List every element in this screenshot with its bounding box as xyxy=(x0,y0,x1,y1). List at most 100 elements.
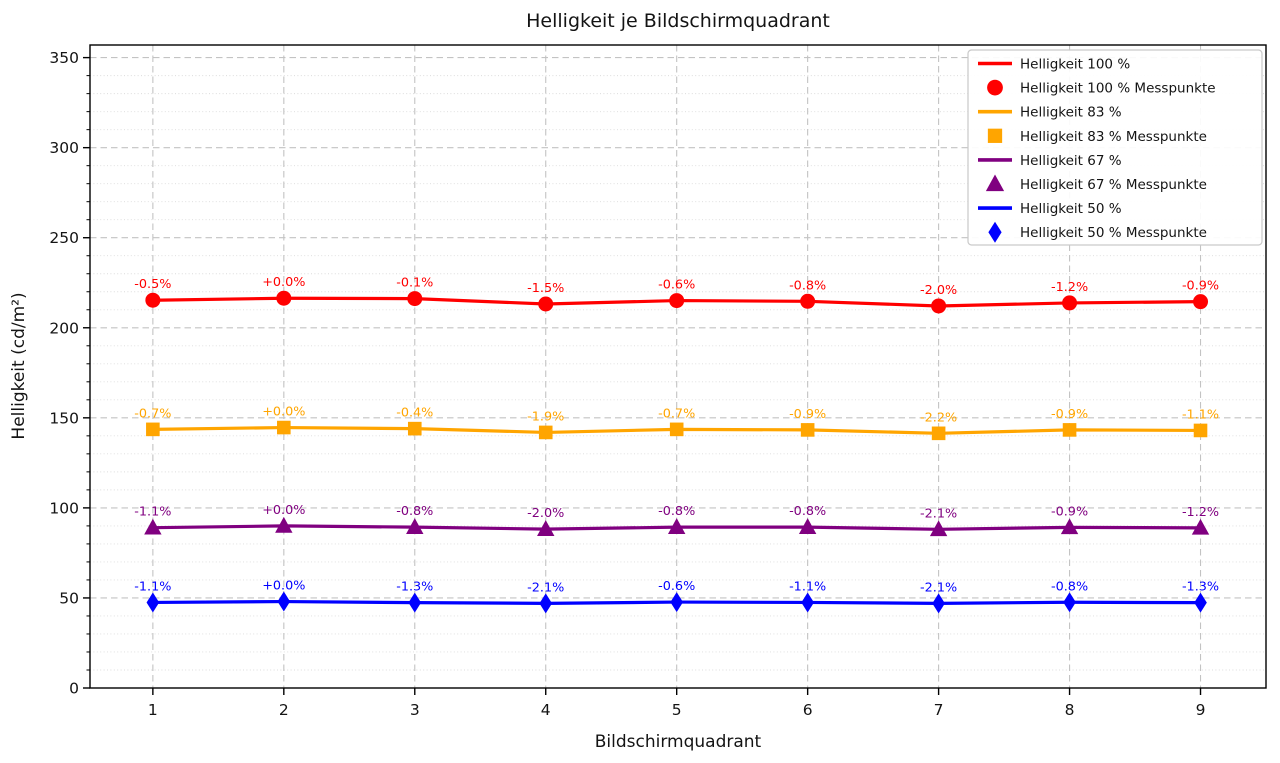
legend-item-label: Helligkeit 50 % xyxy=(1020,201,1122,217)
y-axis-label: Helligkeit (cd/m²) xyxy=(9,292,29,439)
y-tick-label: 100 xyxy=(49,499,79,517)
data-point-label: -0.1% xyxy=(396,276,433,291)
legend-item: Helligkeit 50 % Messpunkte xyxy=(988,221,1207,243)
data-point-marker xyxy=(931,426,946,441)
data-point-label: -2.0% xyxy=(527,506,564,521)
data-point-marker xyxy=(144,518,162,535)
data-point-marker xyxy=(538,425,553,440)
data-point-marker xyxy=(1062,423,1077,437)
data-point-marker xyxy=(798,518,817,534)
x-tick-label: 9 xyxy=(1196,701,1206,719)
data-point-label: -0.8% xyxy=(396,504,433,519)
data-point-label: -0.6% xyxy=(658,278,695,293)
x-tick-label: 7 xyxy=(934,701,944,719)
data-point-label: -1.1% xyxy=(134,505,171,520)
data-point-label: -1.2% xyxy=(1182,505,1219,520)
legend-item: Helligkeit 67 % Messpunkte xyxy=(985,174,1207,193)
legend-marker-swatch xyxy=(985,174,1005,192)
data-point-marker xyxy=(1191,518,1210,535)
data-point-label: +0.0% xyxy=(262,275,305,290)
data-point-label: -1.1% xyxy=(789,579,826,594)
data-point-marker xyxy=(407,291,423,307)
legend-item: Helligkeit 100 % Messpunkte xyxy=(987,79,1216,97)
x-tick-label: 4 xyxy=(541,701,551,719)
data-point-marker xyxy=(408,592,422,613)
legend-item: Helligkeit 83 % Messpunkte xyxy=(987,128,1207,145)
data-point-label: -0.9% xyxy=(1182,279,1219,294)
legend-item: Helligkeit 67 % xyxy=(978,153,1122,169)
x-tick-label: 6 xyxy=(803,701,813,719)
data-point-label: +0.0% xyxy=(262,579,305,594)
ticks-layer: 0 50 100 150 200 250 300 350 1 2 3 4 5 6 7 8 9 xyxy=(49,49,1205,719)
data-point-label: -1.2% xyxy=(1051,280,1088,295)
data-point-label: -1.5% xyxy=(527,281,564,296)
data-point-marker xyxy=(406,518,424,534)
legend-item-label: Helligkeit 67 % Messpunkte xyxy=(1020,177,1207,193)
data-point-label: -0.4% xyxy=(396,406,433,421)
data-point-marker xyxy=(801,592,814,613)
legend-item-label: Helligkeit 50 % Messpunkte xyxy=(1020,225,1207,241)
data-point-marker xyxy=(407,421,422,436)
data-point-label: -0.8% xyxy=(658,504,695,519)
y-tick-label: 200 xyxy=(49,319,79,337)
data-point-label: +0.0% xyxy=(262,503,305,518)
data-point-marker xyxy=(1193,294,1209,310)
data-point-label: -0.8% xyxy=(789,504,826,519)
data-point-marker xyxy=(538,296,554,312)
data-point-marker xyxy=(277,591,291,612)
x-tick-label: 3 xyxy=(410,701,420,719)
data-point-marker xyxy=(670,592,683,613)
data-point-marker xyxy=(800,423,815,437)
data-point-label: -1.1% xyxy=(134,579,171,594)
x-tick-label: 8 xyxy=(1065,701,1075,719)
y-tick-label: 50 xyxy=(59,589,79,607)
data-point-marker xyxy=(1194,592,1207,613)
data-point-marker xyxy=(1063,592,1076,613)
data-point-marker xyxy=(146,592,160,613)
data-point-label: -1.1% xyxy=(1182,407,1219,422)
x-tick-label: 5 xyxy=(672,701,682,719)
y-tick-label: 150 xyxy=(49,409,79,427)
data-point-marker xyxy=(275,516,293,533)
data-point-label: -0.8% xyxy=(1051,579,1088,594)
data-point-marker xyxy=(669,422,684,437)
y-tick-label: 300 xyxy=(49,139,79,157)
series-helligkeit-100-: -0.5% +0.0% -0.1% -1.5% -0.6% -0.8% -2.0% -1.2%… xyxy=(134,275,1219,314)
data-point-marker xyxy=(669,293,685,309)
data-point-marker xyxy=(276,290,292,306)
legend-item-label: Helligkeit 100 % xyxy=(1020,57,1130,73)
x-tick-label: 2 xyxy=(279,701,289,719)
data-point-label: -0.5% xyxy=(134,277,171,292)
data-point-marker xyxy=(1062,295,1078,311)
x-tick-label: 1 xyxy=(148,701,158,719)
data-point-marker xyxy=(539,593,553,614)
data-point-label: -2.0% xyxy=(920,283,957,298)
data-point-label: -2.1% xyxy=(920,580,957,595)
data-point-label: -0.7% xyxy=(134,406,171,421)
legend-marker-swatch xyxy=(987,79,1003,96)
series-layer: -0.5% +0.0% -0.1% -1.5% -0.6% -0.8% -2.0% -1.2%… xyxy=(134,275,1219,614)
data-point-label: -1.3% xyxy=(1182,580,1219,595)
legend-item-label: Helligkeit 67 % xyxy=(1020,153,1122,169)
legend-box xyxy=(967,49,1263,246)
data-point-label: -1.3% xyxy=(396,580,433,595)
data-point-marker xyxy=(1193,423,1208,438)
chart-title: Helligkeit je Bildschirmquadrant xyxy=(526,10,830,32)
legend-item-label: Helligkeit 100 % Messpunkte xyxy=(1020,81,1216,97)
data-point-marker xyxy=(929,520,948,537)
data-point-label: -2.1% xyxy=(920,506,957,521)
data-point-label: -2.2% xyxy=(920,410,957,425)
legend-item-label: Helligkeit 83 % Messpunkte xyxy=(1020,129,1207,145)
data-point-marker xyxy=(277,420,291,435)
data-point-label: -2.1% xyxy=(527,580,564,595)
data-point-marker xyxy=(667,518,686,534)
plot-border xyxy=(89,44,1267,689)
legend: Helligkeit 100 % Helligkeit 100 % Messpun… xyxy=(967,49,1263,246)
x-axis-label: Bildschirmquadrant xyxy=(595,732,762,752)
legend-marker-swatch xyxy=(988,221,1002,243)
data-point-label: -0.6% xyxy=(658,579,695,594)
legend-item: Helligkeit 100 % xyxy=(978,57,1130,73)
series-helligkeit-83-: -0.7% +0.0% -0.4% -1.9% -0.7% -0.9% -2.2% -0.9%… xyxy=(134,405,1219,441)
data-point-label: -0.8% xyxy=(789,278,826,293)
